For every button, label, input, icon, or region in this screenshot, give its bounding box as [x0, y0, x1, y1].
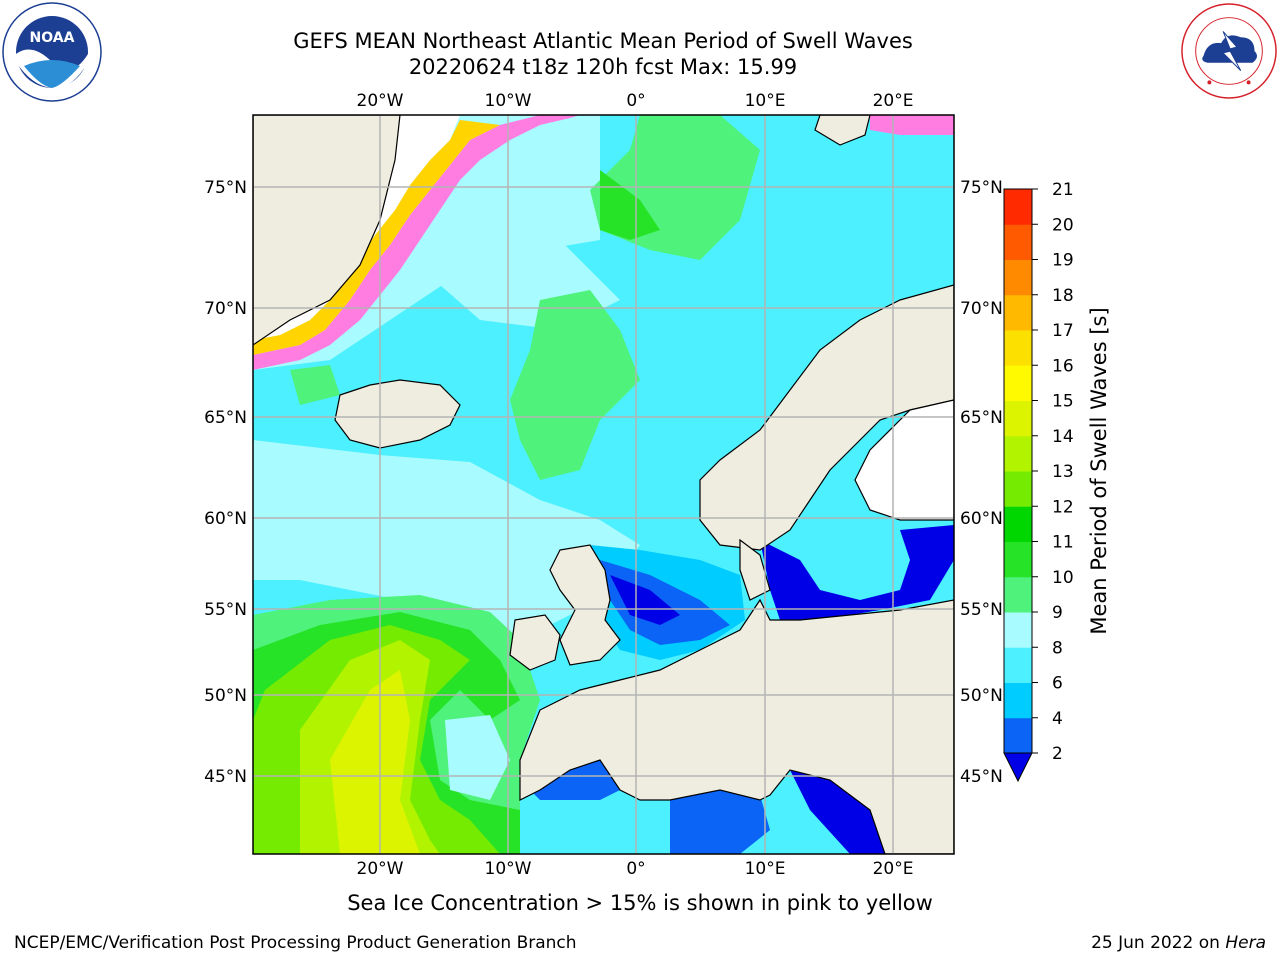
host-name: Hera	[1225, 933, 1266, 953]
colorbar-tick-label: 20	[1052, 215, 1074, 235]
lon-label-top: 10°W	[485, 91, 532, 111]
colorbar-tick-label: 9	[1052, 603, 1063, 623]
colorbar-swatch	[1004, 189, 1032, 225]
colorbar-tick-label: 6	[1052, 674, 1063, 694]
colorbar-tick-label: 11	[1052, 533, 1074, 553]
lat-label-left: 50°N	[204, 686, 247, 706]
map-title: GEFS MEAN Northeast Atlantic Mean Period…	[293, 29, 913, 53]
colorbar-swatch	[1004, 435, 1032, 472]
colorbar-swatch	[1004, 365, 1032, 401]
lat-label-left: 65°N	[204, 408, 247, 428]
lat-label-left: 60°N	[204, 509, 247, 529]
colorbar-swatch	[1004, 294, 1032, 331]
colorbar-swatch	[1004, 612, 1032, 648]
colorbar-tick-label: 8	[1052, 638, 1063, 658]
colorbar-swatch	[1004, 506, 1032, 542]
svalbard-land	[814, 115, 871, 146]
swell-band-under-2-baltic	[760, 525, 954, 620]
lat-label-right: 70°N	[960, 299, 1003, 319]
colorbar-tick-label: 2	[1052, 744, 1063, 764]
colorbar-swatch	[1004, 259, 1032, 296]
lat-label-left: 45°N	[204, 767, 247, 787]
colorbar-swatch	[1004, 224, 1032, 260]
denmark-land	[739, 538, 771, 601]
swell-band-9-10-mid	[510, 290, 640, 480]
iceland-land	[334, 379, 461, 449]
ireland-land	[509, 614, 561, 671]
colorbar-tick-label: 18	[1052, 286, 1074, 306]
colorbar-tick-label: 4	[1052, 709, 1063, 729]
swell-band-8-9	[253, 440, 640, 640]
lat-label-left: 70°N	[204, 299, 247, 319]
colorbar-tick-label: 12	[1052, 497, 1074, 517]
great-britain-land	[549, 544, 621, 666]
lon-label-top: 20°E	[873, 91, 914, 111]
colorbar-tick-label: 13	[1052, 462, 1074, 482]
swell-band-2-4-biscay	[520, 760, 620, 800]
colorbar-swatch	[1004, 717, 1032, 754]
sea-ice-edge-yellow	[253, 120, 500, 355]
lat-label-right: 55°N	[960, 600, 1003, 620]
lat-label-right: 65°N	[960, 408, 1003, 428]
colorbar-tick-label: 17	[1052, 321, 1074, 341]
swell-band-2-4-med	[670, 790, 770, 854]
lon-label-top: 0°	[626, 91, 645, 111]
map-subtitle: 20220624 t18z 120h fcst Max: 15.99	[408, 55, 798, 79]
lon-label-bottom: 20°E	[873, 859, 914, 879]
swell-band-13-14	[330, 670, 420, 854]
colorbar-swatch	[1004, 400, 1032, 437]
date-stamp: 25 Jun 2022 on Hera	[1091, 933, 1266, 953]
nws-logo-icon	[1181, 3, 1277, 99]
noaa-logo-text: NOAA	[30, 30, 75, 46]
colorbar-tick-label: 21	[1052, 180, 1074, 200]
lat-label-left: 75°N	[204, 178, 247, 198]
lon-label-bottom: 0°	[626, 859, 645, 879]
colorbar-tick-label: 19	[1052, 251, 1074, 271]
colorbar-tick-label: 14	[1052, 427, 1074, 447]
lon-label-top: 10°E	[745, 91, 786, 111]
colorbar: 2 4 6 8 9 10 11 12 13 14 15 16 17 18 19 20 21	[1003, 180, 1074, 783]
colorbar-tick-label: 16	[1052, 356, 1074, 376]
lat-label-right: 45°N	[960, 767, 1003, 787]
colorbar-swatch	[1004, 576, 1032, 613]
colorbar-tick-label: 15	[1052, 392, 1074, 412]
colorbar-tick-label: 10	[1052, 568, 1074, 588]
colorbar-under-arrow	[1003, 752, 1033, 783]
lat-label-right: 50°N	[960, 686, 1003, 706]
swell-band-9-10-west	[290, 365, 340, 405]
colorbar-swatch	[1004, 647, 1032, 683]
map-frame	[252, 114, 955, 855]
swell-band-under-2-adriatic	[790, 770, 885, 854]
colorbar-swatch	[1004, 330, 1032, 366]
sea-ice-edge-pink	[253, 115, 580, 370]
noaa-logo-icon: NOAA	[2, 2, 102, 102]
lon-label-bottom: 10°W	[485, 859, 532, 879]
colorbar-swatch	[1004, 471, 1032, 507]
map-grid	[253, 115, 954, 854]
sea-ice-svalbard	[870, 115, 954, 135]
sea-ice-note: Sea Ice Concentration > 15% is shown in …	[347, 891, 933, 915]
lat-label-right: 75°N	[960, 178, 1003, 198]
date-text: 25 Jun 2022 on	[1091, 933, 1226, 953]
lat-label-left: 55°N	[204, 600, 247, 620]
swell-band-8-9-biscay	[445, 715, 510, 800]
colorbar-label: Mean Period of Swell Waves [s]	[1087, 307, 1111, 634]
gulf-of-bothnia-nodata	[854, 399, 954, 521]
credit-text: NCEP/EMC/Verification Post Processing Pr…	[14, 933, 577, 953]
lat-label-right: 60°N	[960, 509, 1003, 529]
lon-label-bottom: 10°E	[745, 859, 786, 879]
colorbar-swatch	[1004, 682, 1032, 719]
colorbar-swatch	[1004, 541, 1032, 578]
lon-label-top: 20°W	[357, 91, 404, 111]
greenland-land	[253, 115, 401, 346]
lon-label-bottom: 20°W	[357, 859, 404, 879]
swell-band-under-2-northsea	[610, 575, 680, 625]
